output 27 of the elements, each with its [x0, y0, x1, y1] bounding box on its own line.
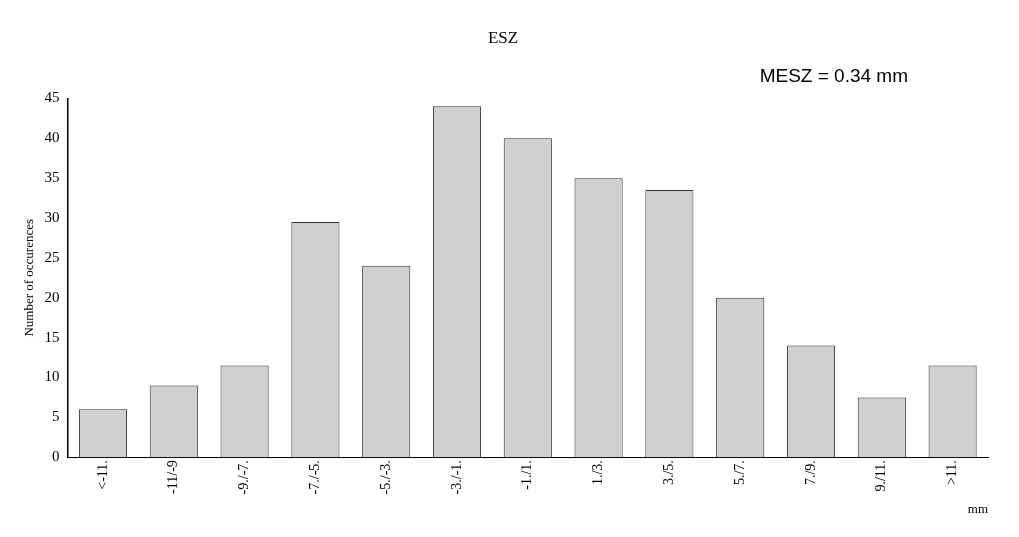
- y-tick-label: 25: [44, 248, 60, 265]
- chart-title: ESZ: [487, 27, 519, 47]
- y-axis-title: Number of occurences: [21, 218, 37, 337]
- x-tick-label: 5./7.: [731, 460, 747, 486]
- y-tick-label: 5: [52, 408, 60, 425]
- x-tick-label: 7./9.: [802, 460, 818, 486]
- x-axis-title: mm: [967, 500, 988, 516]
- x-tick-label: -3./-1.: [448, 460, 464, 495]
- x-tick-label: -1./1.: [519, 460, 535, 490]
- x-tick-label: -11/-9: [165, 460, 181, 494]
- y-tick-label: 35: [44, 169, 60, 186]
- x-tick-label: >11.: [944, 460, 960, 486]
- x-tick-label: 9./11.: [873, 460, 889, 492]
- x-tick-label: 3./5.: [661, 460, 677, 486]
- y-tick-label: 40: [44, 129, 60, 146]
- x-tick-label: -5./-3.: [377, 460, 393, 495]
- y-tick-label: 20: [44, 288, 60, 305]
- y-tick-label: 10: [44, 368, 60, 385]
- y-tick-label: 45: [44, 89, 60, 106]
- text: MESZ = 0.34 mm: [759, 64, 908, 86]
- x-tick-label: 1./3.: [590, 460, 606, 486]
- y-tick-label: 0: [52, 448, 60, 465]
- x-tick-label: -9./-7.: [236, 460, 252, 495]
- y-tick-label: 15: [44, 328, 60, 345]
- x-tick-label: -7./-5.: [307, 460, 323, 495]
- y-tick-label: 30: [44, 208, 60, 225]
- x-tick-label: <-11.: [94, 460, 110, 490]
